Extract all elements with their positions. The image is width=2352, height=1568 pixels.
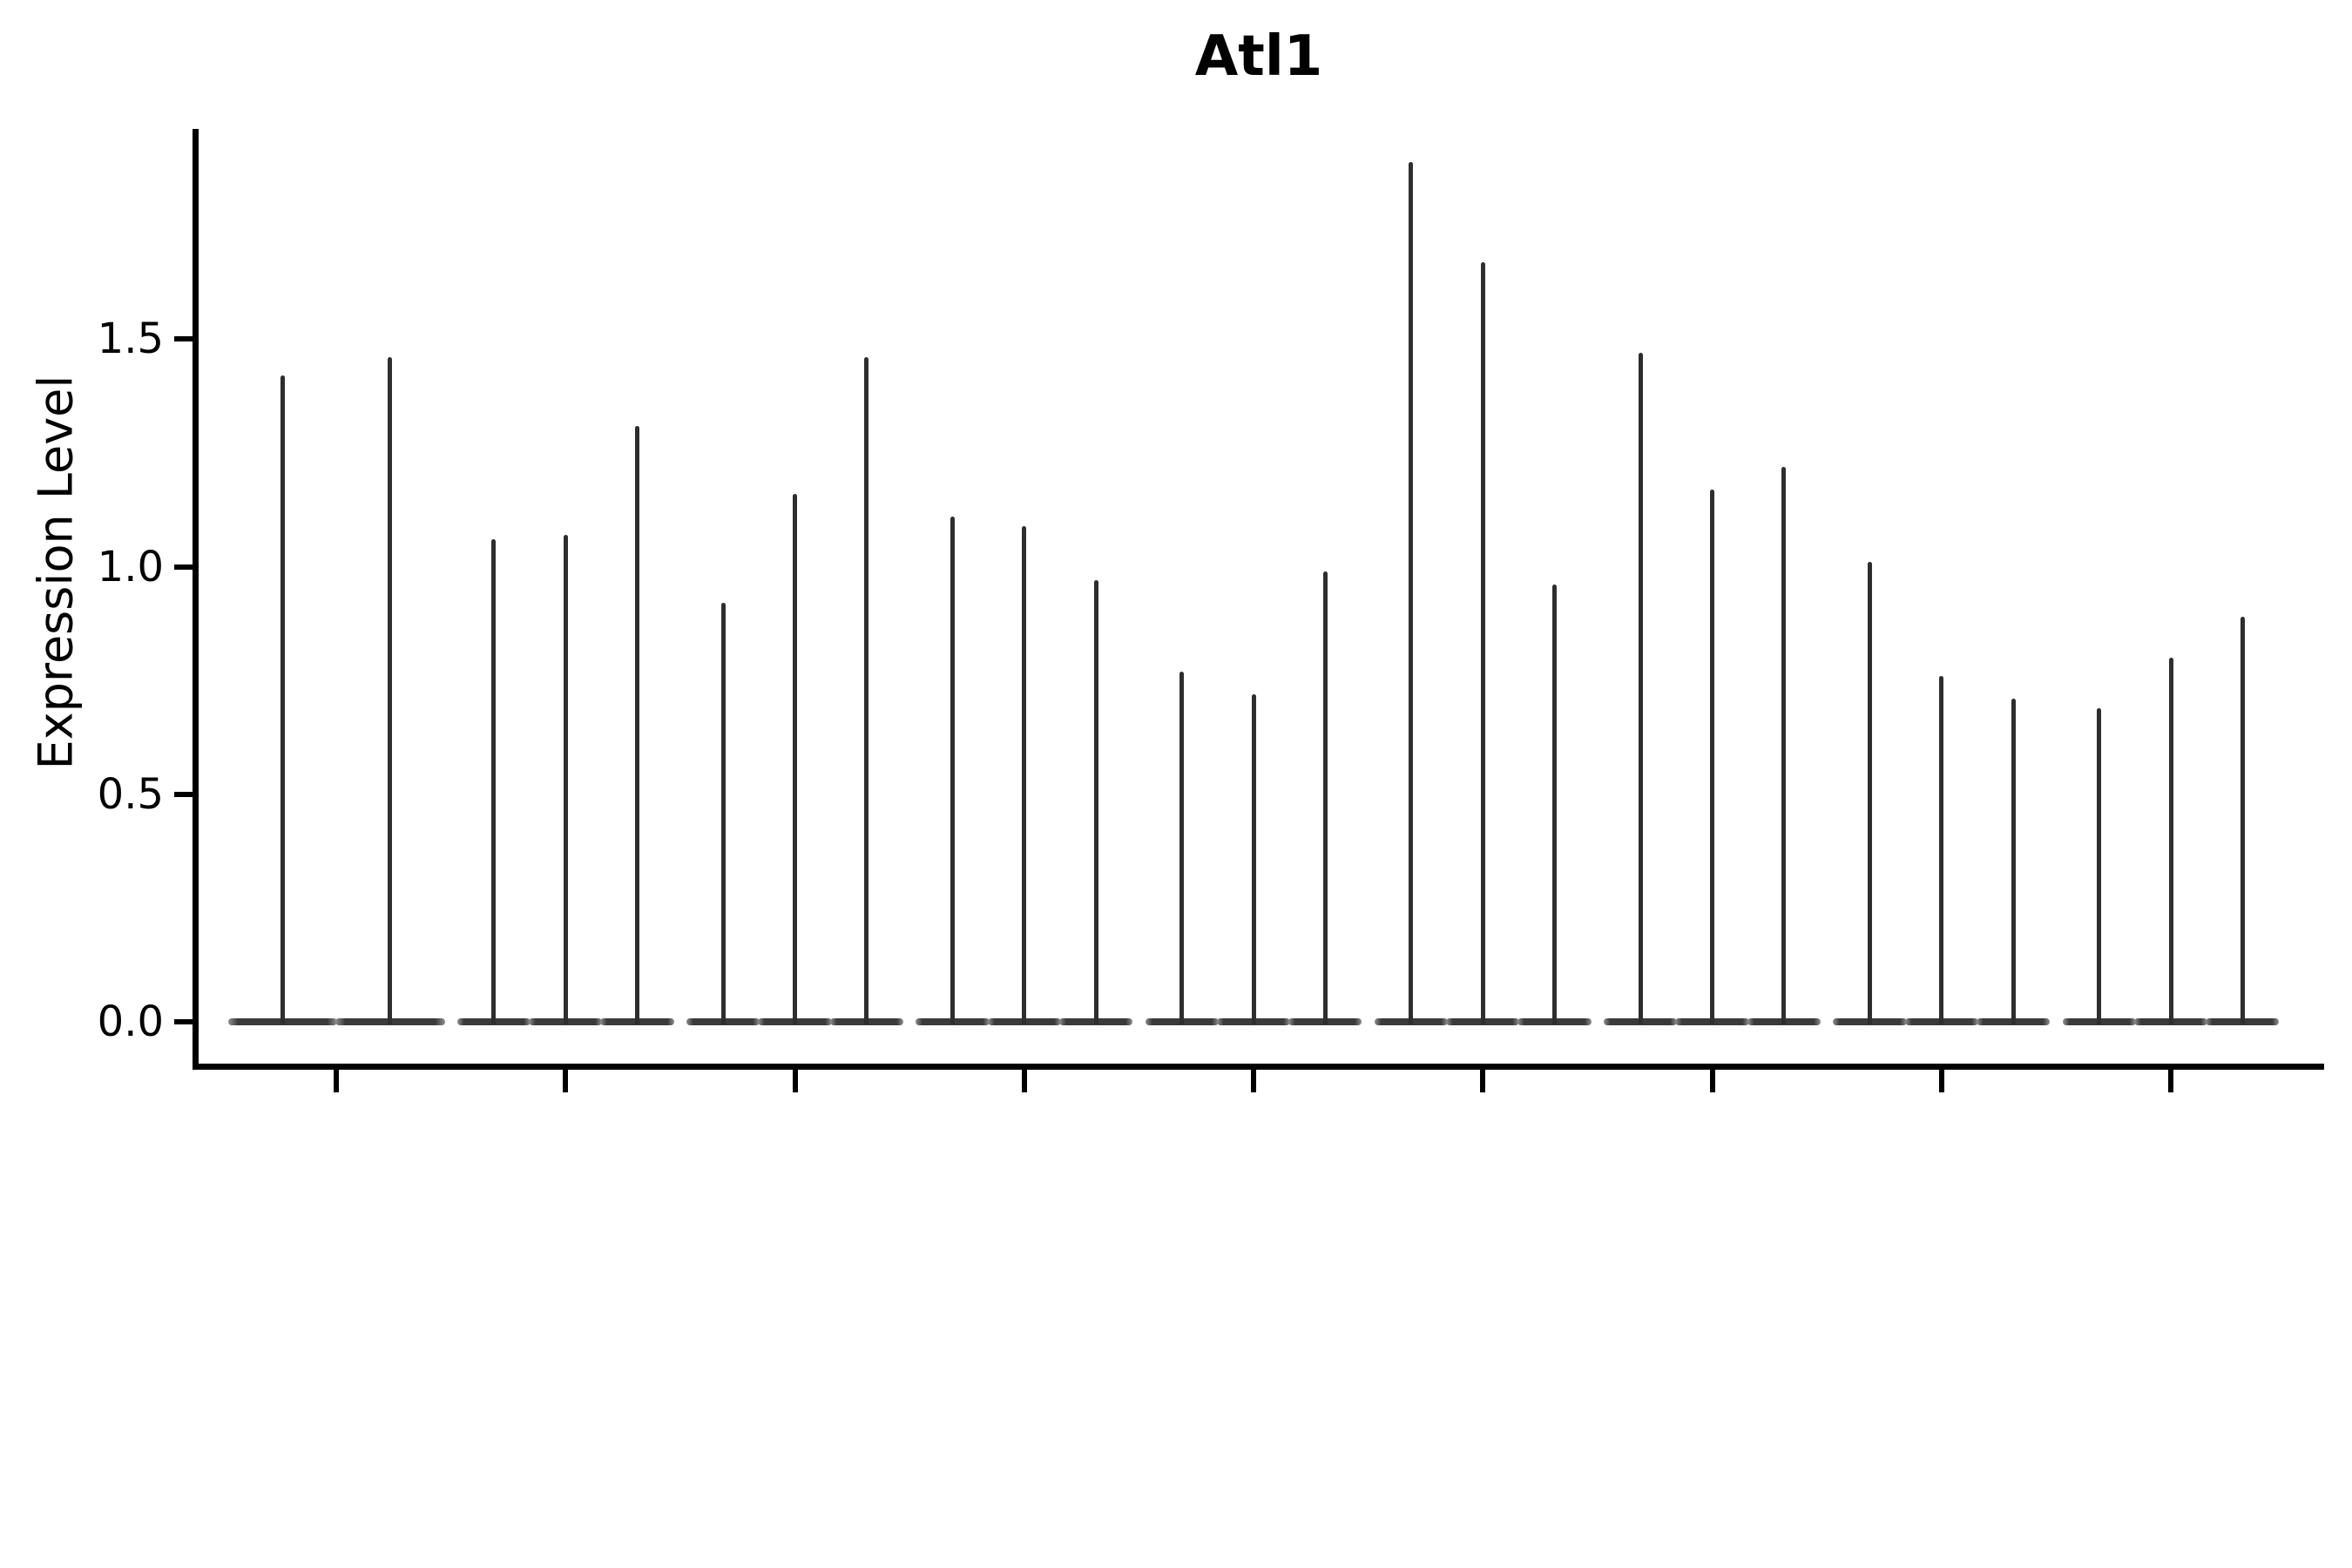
x-tick bbox=[2168, 1070, 2173, 1092]
violin-spike bbox=[1638, 353, 1643, 1024]
violin-spike bbox=[388, 357, 393, 1024]
x-tick bbox=[334, 1070, 339, 1092]
violin-spike bbox=[1710, 489, 1714, 1024]
violin-spike bbox=[1552, 585, 1558, 1024]
violin-spike bbox=[1022, 525, 1027, 1024]
chart-title: Atl1 bbox=[1194, 24, 1323, 89]
violin-spike bbox=[2097, 707, 2102, 1024]
x-tick bbox=[563, 1070, 569, 1092]
violin-spike bbox=[1179, 671, 1185, 1024]
violin-spike bbox=[1093, 580, 1098, 1024]
violin-spike bbox=[280, 375, 285, 1024]
violin-spike bbox=[2240, 617, 2245, 1024]
x-tick bbox=[1938, 1070, 1944, 1092]
x-tick bbox=[792, 1070, 798, 1092]
violin-spike bbox=[2168, 658, 2173, 1024]
x-axis-spine bbox=[193, 1064, 2324, 1070]
violin-spike bbox=[1867, 562, 1872, 1024]
violin-spike bbox=[720, 603, 726, 1024]
y-tick bbox=[174, 336, 195, 342]
violin-spike bbox=[2011, 699, 2016, 1024]
x-tick bbox=[1480, 1070, 1486, 1092]
y-tick-label: 0.0 bbox=[97, 997, 164, 1046]
y-tick-label: 1.0 bbox=[97, 542, 164, 591]
violin-spike bbox=[864, 357, 869, 1024]
y-axis-spine bbox=[193, 129, 199, 1070]
y-tick bbox=[174, 564, 195, 570]
x-tick bbox=[1709, 1070, 1715, 1092]
violin-spike bbox=[563, 535, 568, 1024]
violin-spike bbox=[1251, 693, 1256, 1024]
violin-spike bbox=[1480, 261, 1485, 1024]
violin-spike bbox=[1939, 675, 1944, 1024]
violin-spike bbox=[1781, 466, 1787, 1024]
y-tick bbox=[174, 791, 195, 797]
violin-spike bbox=[635, 425, 640, 1024]
y-tick-label: 0.5 bbox=[97, 769, 164, 819]
y-tick-label: 1.5 bbox=[97, 314, 164, 364]
violin-spike bbox=[491, 539, 497, 1024]
y-tick bbox=[174, 1019, 195, 1024]
violin-spike bbox=[1409, 161, 1414, 1024]
violin-spike bbox=[1322, 571, 1328, 1024]
violin-spike bbox=[793, 494, 797, 1024]
x-tick bbox=[1021, 1070, 1027, 1092]
x-tick bbox=[1251, 1070, 1256, 1092]
violin-spike bbox=[950, 517, 955, 1024]
